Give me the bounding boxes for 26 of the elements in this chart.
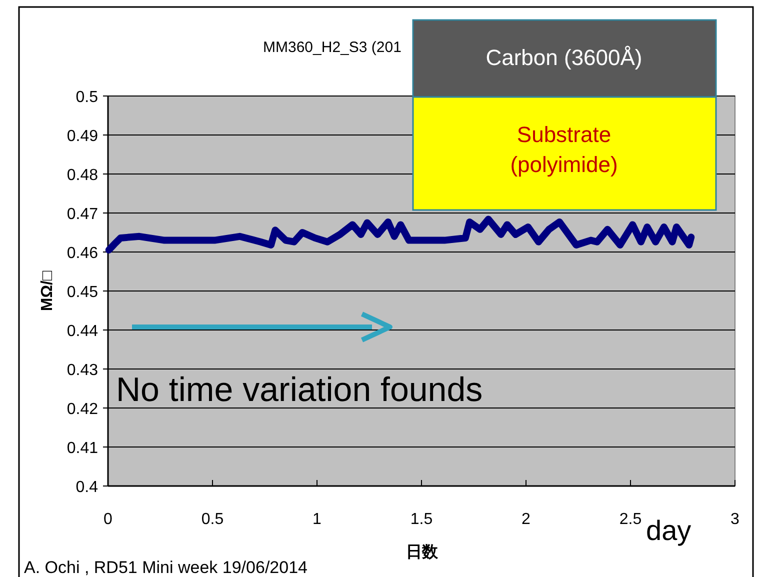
text: A. Ochi , RD51 Mini week 19/06/2014: [24, 558, 308, 577]
y-tick-label: 0.44: [66, 323, 98, 340]
x-axis-title: 日数: [406, 543, 439, 561]
x-tick-label: 1.5: [410, 511, 433, 528]
x-tick-label: 0.5: [201, 511, 224, 528]
x-tick-label: 0: [104, 511, 113, 528]
y-tick-label: 0.41: [66, 440, 98, 457]
text: day: [646, 515, 692, 546]
y-tick-label: 0.47: [66, 206, 98, 223]
text: Carbon (3600Å): [486, 45, 642, 70]
y-tick-label: 0.5: [76, 89, 98, 106]
y-tick-label: 0.45: [66, 284, 98, 301]
x-tick-label: 1: [312, 511, 322, 528]
x-tick-label: 3: [730, 511, 740, 528]
annotation: Substrate (polyimide): [510, 122, 618, 177]
y-tick-label: 0.42: [66, 401, 98, 418]
chart-title: MM360_H2_S3 (201: [263, 39, 402, 56]
x-tick-label: 2.5: [619, 511, 642, 528]
y-tick-label: 0.46: [66, 245, 98, 262]
x-tick-label: 2: [522, 511, 531, 528]
y-tick-label: 0.48: [66, 167, 98, 184]
y-axis-title: MΩ/□: [39, 270, 56, 312]
y-tick-label: 0.49: [66, 128, 98, 145]
y-tick-label: 0.4: [76, 479, 98, 496]
y-tick-label: 0.43: [66, 362, 98, 379]
annotation: No time variation founds: [116, 371, 483, 409]
